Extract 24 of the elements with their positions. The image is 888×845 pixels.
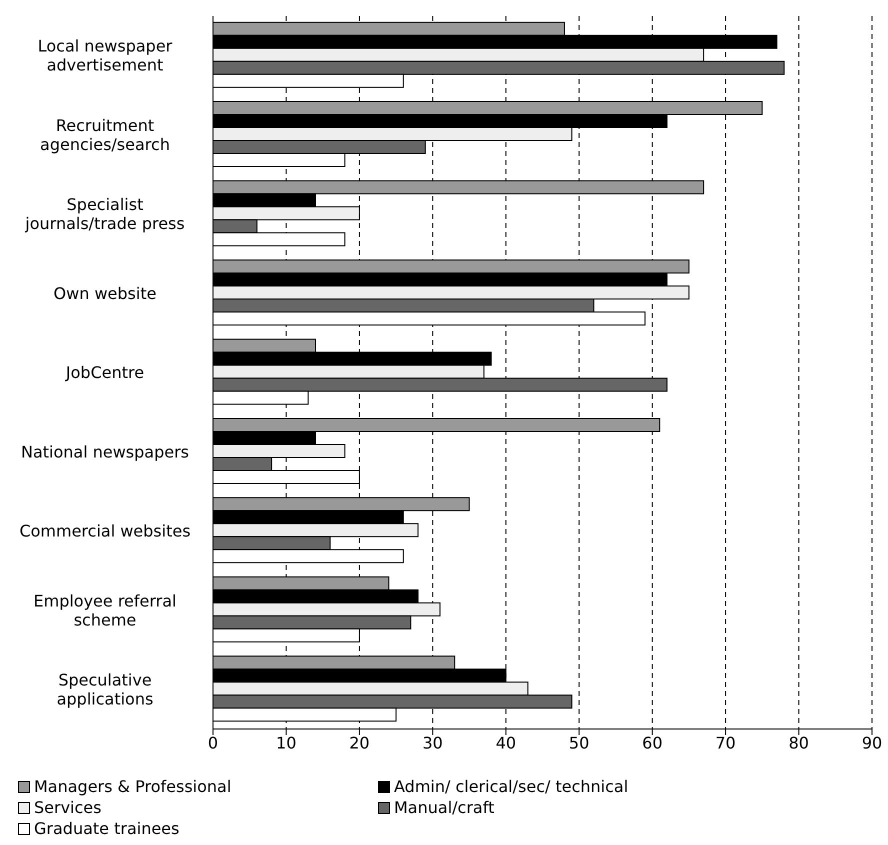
x-tick-label: 80 <box>788 733 809 752</box>
legend-label: Managers & Professional <box>34 777 232 796</box>
x-tick-label: 10 <box>276 733 296 752</box>
y-tick-label: National newspapers <box>20 442 190 462</box>
y-tick-label: Specialist journals/trade press <box>24 195 185 234</box>
y-tick-label: Speculative applications <box>56 670 154 708</box>
x-tick-label: 60 <box>642 733 663 752</box>
y-tick-label: Employee referral scheme <box>34 591 176 630</box>
legend-label: Graduate trainees <box>34 819 180 838</box>
x-tick-label: 40 <box>496 733 516 752</box>
legend-label: Manual/craft <box>394 798 494 817</box>
x-tick-label: 70 <box>715 733 736 752</box>
x-tick-label: 30 <box>422 733 443 752</box>
y-tick-label: Recruitment agencies/search <box>40 116 170 154</box>
x-tick-label: 50 <box>568 733 590 752</box>
y-tick-label: JobCentre <box>64 363 144 382</box>
x-tick-label: 0 <box>208 733 218 752</box>
x-tick-label: 90 <box>862 733 882 752</box>
legend-label: Services <box>34 798 102 817</box>
y-tick-label: Commercial websites <box>19 522 191 541</box>
legend-label: Admin/ clerical/sec/ technical <box>394 777 628 796</box>
y-tick-label: Own website <box>54 284 156 303</box>
y-tick-label: Local newspaper advertisement <box>38 36 173 75</box>
x-tick-label: 20 <box>349 733 370 752</box>
